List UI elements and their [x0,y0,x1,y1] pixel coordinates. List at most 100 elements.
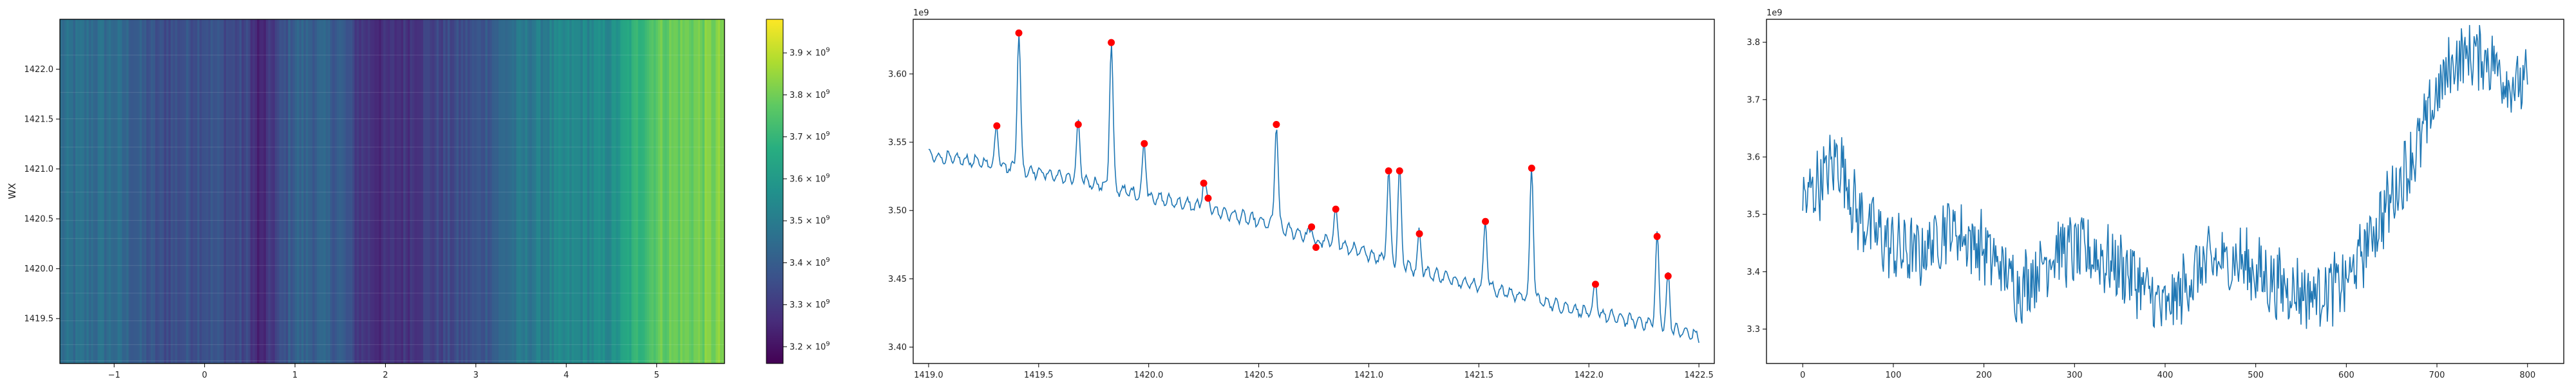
heatmap-column [222,19,225,363]
heatmap-column [443,19,446,363]
heatmap-column [430,19,433,363]
heatmap-column [487,19,490,363]
index-y-tick-label: 3.5 [1747,210,1760,220]
heatmap-column [396,19,399,363]
heatmap-column [317,19,320,363]
heatmap-y-tick-label: 1419.5 [24,315,54,324]
heatmap-column [97,19,100,363]
heatmap-column [722,19,724,363]
peaks-x-tick-label: 1421.0 [1354,371,1384,380]
heatmap-column [673,19,676,363]
heatmap-column [669,19,672,363]
heatmap-column [137,19,140,363]
heatmap-column [582,19,585,363]
heatmap-x-tick-label: 4 [564,371,569,380]
heatmap-column [421,19,424,363]
heatmap-column [93,19,96,363]
heatmap-column [242,19,245,363]
heatmap-column [645,19,648,363]
peaks-offset-text: 1e9 [913,8,929,18]
index-y-tick-label: 3.6 [1747,153,1760,163]
heatmap-column [206,19,209,363]
peak-marker [1015,29,1023,37]
peaks-x-ticks: 1419.0 1419.5 1420.0 1420.5 1421.0 1421.5 1422… [914,363,1714,380]
heatmap-x-tick-label: 0 [202,371,207,380]
heatmap-column [274,19,278,363]
heatmap-row-stripe [60,265,724,266]
peak-marker [1108,39,1115,46]
heatmap-column [75,19,79,363]
index-x-tick-label: 100 [1886,371,1902,380]
heatmap-column [596,19,599,363]
heatmap-column [428,19,431,363]
heatmap-column [622,19,625,363]
heatmap-column [283,19,287,363]
index-x-tick-label: 0 [1800,371,1805,380]
index-x-ticks: 0 100 200 300 400 500 600 700 800 [1800,363,2535,380]
peak-marker [1074,120,1082,128]
heatmap-column [248,19,251,363]
peaks-y-tick-label: 3.55 [888,138,907,148]
heatmap-column [471,19,475,363]
heatmap-column [498,19,502,363]
heatmap-column [385,19,388,363]
heatmap-column [505,19,508,363]
heatmap-column [272,19,276,363]
heatmap-column [412,19,415,363]
heatmap-column [531,19,535,363]
heatmap-column [62,19,65,363]
heatmap-column [305,19,308,363]
heatmap-column [685,19,688,363]
heatmap-x-tick-label: 3 [473,371,478,380]
heatmap-column [370,19,373,363]
index-y-ticks: 3.3 3.4 3.5 3.6 3.7 3.8 [1747,38,1766,335]
heatmap-column [182,19,185,363]
heatmap-column [431,19,435,363]
index-frame [1766,19,2564,364]
heatmap-column [285,19,289,363]
heatmap-column [691,19,694,363]
heatmap-column [350,19,353,363]
heatmap-column [374,19,377,363]
heatmap-column [720,19,723,363]
heatmap-column [388,19,391,363]
heatmap-column [372,19,375,363]
heatmap-column [270,19,273,363]
heatmap-column [279,19,282,363]
heatmap-column [188,19,191,363]
peaks-y-ticks: 3.40 3.45 3.50 3.55 3.60 [888,69,913,353]
heatmap-column [567,19,570,363]
colorbar-ticks: 3.2 × 109 3.3 × 109 3.4 × 109 3.5 × 109 3.6 … [783,47,830,352]
peak-marker [1312,244,1320,252]
peak-marker [1385,167,1392,175]
heatmap-row-stripe [60,320,724,322]
heatmap-column [390,19,393,363]
peak-marker [1273,120,1280,128]
heatmap-column [708,19,712,363]
heatmap-column [399,19,402,363]
heatmap-column [439,19,442,363]
heatmap-column [223,19,227,363]
heatmap-column [232,19,236,363]
heatmap-column [219,19,222,363]
colorbar-tick-label: 3.4 × 109 [790,257,830,268]
heatmap-column [79,19,82,363]
heatmap-column [647,19,650,363]
heatmap-column [436,19,439,363]
heatmap-column [571,19,574,363]
heatmap-column [66,19,70,363]
heatmap-column [392,19,395,363]
heatmap-column [193,19,196,363]
heatmap-column [345,19,348,363]
heatmap-column [465,19,468,363]
heatmap-column [556,19,559,363]
heatmap-column [688,19,692,363]
heatmap-column [665,19,668,363]
heatmap-column [469,19,473,363]
peak-markers [993,29,1672,288]
heatmap-column [122,19,125,363]
heatmap-column [660,19,663,363]
heatmap-column [700,19,703,363]
heatmap-column [549,19,553,363]
heatmap-column [243,19,247,363]
